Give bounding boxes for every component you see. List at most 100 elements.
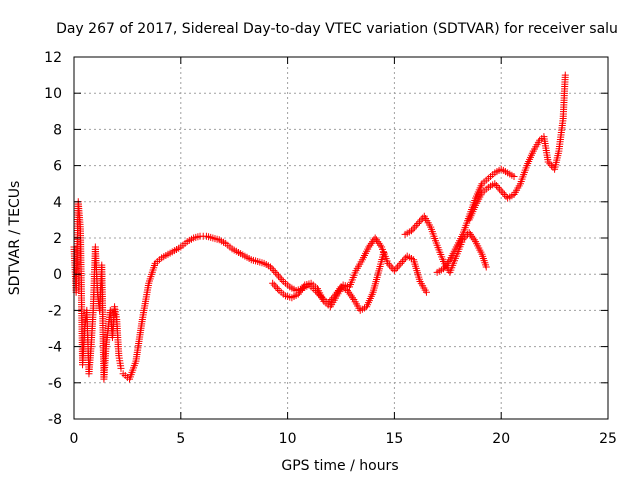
trace-marker xyxy=(367,239,375,247)
trace-marker xyxy=(386,261,394,269)
trace-marker xyxy=(372,236,380,244)
trace-marker xyxy=(547,162,555,170)
y-tick-label: 4 xyxy=(53,195,62,211)
data-point-marker xyxy=(407,227,415,235)
data-point-marker xyxy=(422,288,430,296)
series-main-track-4 xyxy=(433,165,518,276)
trace-marker xyxy=(272,283,280,291)
trace-marker xyxy=(492,182,500,190)
y-tick-label: 12 xyxy=(44,50,62,66)
trace-marker xyxy=(496,185,504,193)
trace-marker xyxy=(374,238,382,246)
trace-marker xyxy=(409,225,417,233)
y-axis-label: SDTVAR / TECUs xyxy=(7,181,23,296)
y-tick-label: -6 xyxy=(48,376,62,392)
trace-marker xyxy=(297,286,305,294)
x-tick-label: 20 xyxy=(492,431,510,447)
x-tick-label: 25 xyxy=(599,431,617,447)
trace-marker xyxy=(470,236,478,244)
data-point-marker xyxy=(561,71,569,79)
trace-marker xyxy=(278,276,286,284)
series-main-track-1 xyxy=(119,232,388,383)
trace-marker xyxy=(375,239,383,247)
trace-marker xyxy=(349,294,357,302)
trace-marker xyxy=(441,263,449,271)
trace-marker xyxy=(268,265,276,273)
x-tick-label: 15 xyxy=(385,431,403,447)
x-axis-label: GPS time / hours xyxy=(281,458,398,474)
series-main-track-5 xyxy=(465,71,569,224)
data-point-marker xyxy=(491,180,499,188)
trace-marker xyxy=(417,216,425,224)
data-point-marker xyxy=(267,263,275,271)
trace-marker xyxy=(445,258,453,266)
data-point-marker xyxy=(117,364,125,372)
trace-marker xyxy=(387,263,395,271)
data-point-marker xyxy=(510,172,518,180)
trace-marker xyxy=(270,267,278,275)
x-tick-label: 10 xyxy=(279,431,297,447)
trace-marker xyxy=(366,241,374,249)
trace-marker xyxy=(546,160,554,168)
data-point-marker xyxy=(365,243,373,251)
trace-marker xyxy=(502,192,510,200)
y-tick-label: 8 xyxy=(53,122,62,138)
x-tick-label: 5 xyxy=(176,431,185,447)
trace-marker xyxy=(398,258,406,266)
trace-marker xyxy=(494,183,502,191)
trace-marker xyxy=(442,261,450,269)
trace-marker xyxy=(468,232,476,240)
trace-marker xyxy=(466,230,474,238)
trace-marker xyxy=(275,272,283,280)
data-point-marker xyxy=(294,290,302,298)
data-point-marker xyxy=(390,267,398,275)
trace-marker xyxy=(276,274,284,282)
trace-marker xyxy=(499,189,507,197)
axis-ticks: 0 5 10 15 20 25 -8 -6 -4 -2 0 2 4 6 8 10 12 xyxy=(44,50,617,447)
data-point-marker xyxy=(440,265,448,273)
trace-marker xyxy=(273,285,281,293)
trace-marker xyxy=(270,281,278,289)
data-point-marker xyxy=(497,187,505,195)
y-tick-label: -4 xyxy=(48,340,62,356)
trace-marker xyxy=(346,290,354,298)
trace-marker xyxy=(347,292,355,300)
data-point-marker xyxy=(273,270,281,278)
trace-marker xyxy=(402,254,410,262)
data-point-marker xyxy=(544,158,552,166)
trace-marker xyxy=(400,256,408,264)
y-tick-label: 6 xyxy=(53,159,62,175)
trace-marker xyxy=(394,263,402,271)
chart-title: Day 267 of 2017, Sidereal Day-to-day VTE… xyxy=(56,21,618,37)
data-point-marker xyxy=(371,234,379,242)
x-tick-label: 0 xyxy=(70,431,79,447)
trace-marker xyxy=(395,261,403,269)
data-series xyxy=(70,71,569,383)
trace-marker xyxy=(326,297,334,305)
trace-marker xyxy=(443,259,451,267)
trace-marker xyxy=(296,288,304,296)
grid-lines xyxy=(74,57,608,419)
data-point-marker xyxy=(397,259,405,267)
trace-marker xyxy=(376,241,384,249)
trace-marker xyxy=(412,221,420,229)
y-tick-label: -2 xyxy=(48,303,62,319)
trace-marker xyxy=(345,288,353,296)
data-point-marker xyxy=(269,279,277,287)
data-point-marker xyxy=(384,259,392,267)
y-tick-label: -8 xyxy=(48,412,62,428)
trace-marker xyxy=(298,285,306,293)
y-tick-label: 0 xyxy=(53,267,62,283)
y-tick-label: 10 xyxy=(44,86,62,102)
y-tick-label: 2 xyxy=(53,231,62,247)
trace-marker xyxy=(411,223,419,231)
trace-marker xyxy=(469,234,477,242)
series-main-track-2 xyxy=(269,234,430,311)
trace-marker xyxy=(500,191,508,199)
series-early-scatter xyxy=(70,198,125,383)
trace-marker xyxy=(392,265,400,273)
data-point-marker xyxy=(414,220,422,228)
data-point-marker xyxy=(482,263,490,271)
trace-marker xyxy=(271,268,279,276)
